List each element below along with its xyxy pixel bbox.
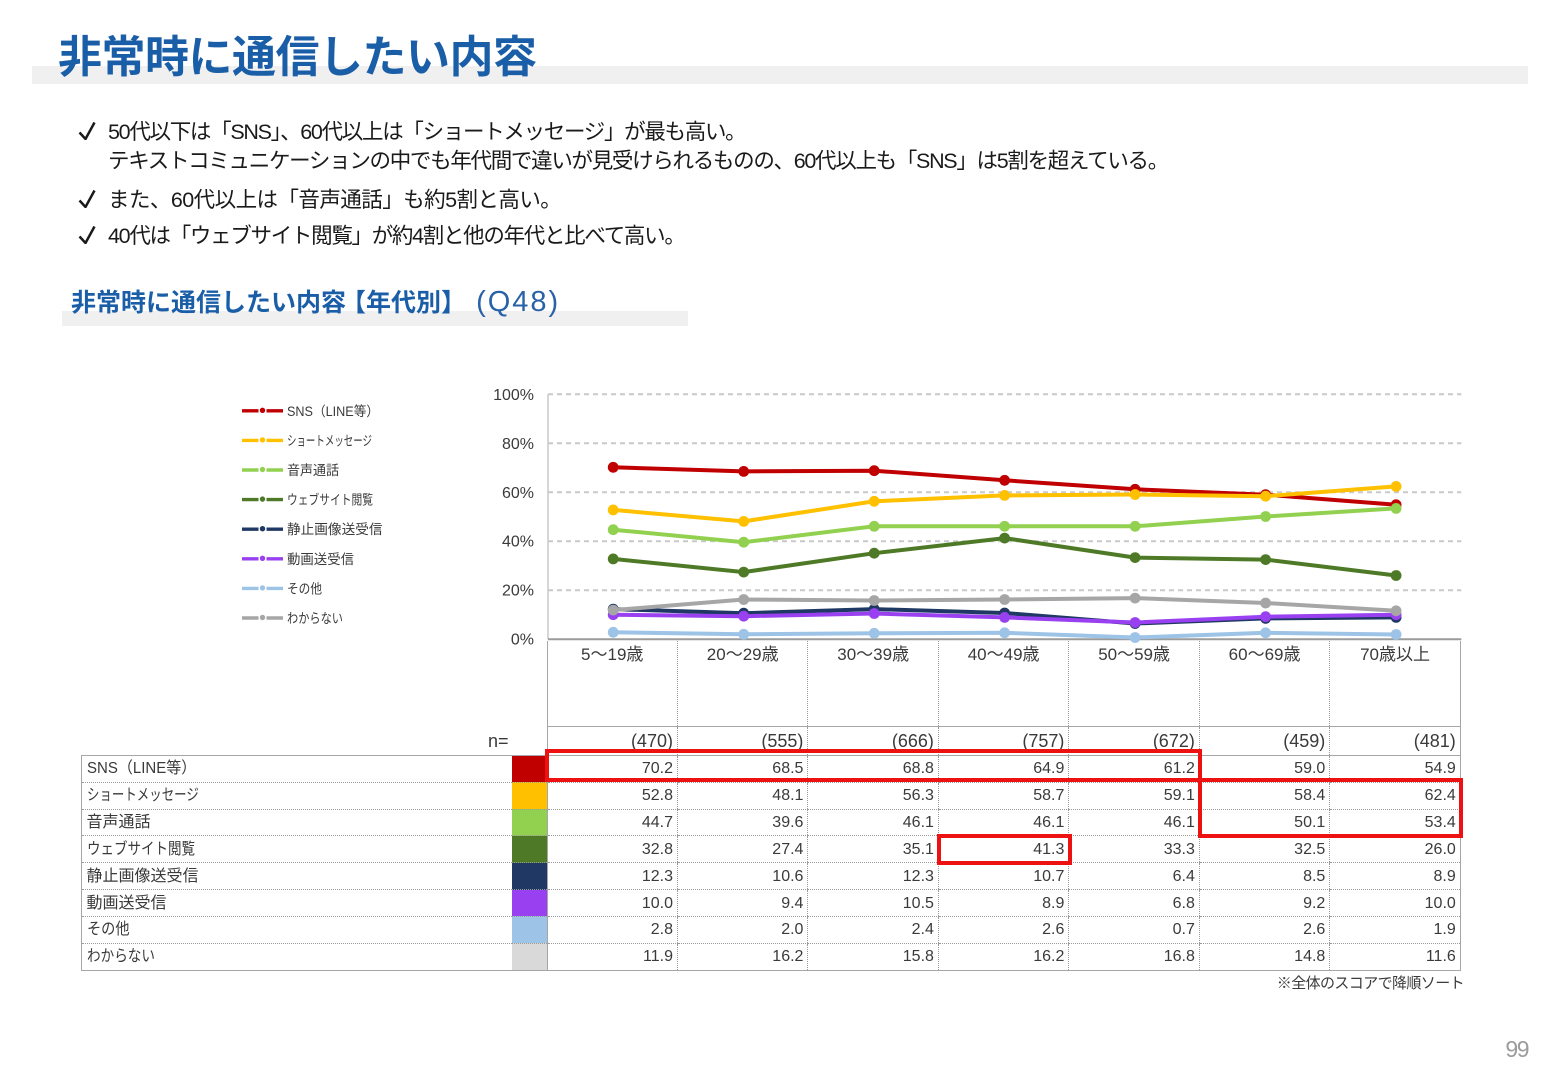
svg-text:ウェブサイト閲覧: ウェブサイト閲覧 bbox=[287, 492, 373, 508]
svg-text:40%: 40% bbox=[502, 534, 534, 551]
svg-text:0%: 0% bbox=[511, 632, 534, 649]
svg-text:その他: その他 bbox=[287, 581, 322, 596]
svg-text:80%: 80% bbox=[502, 436, 534, 453]
svg-text:60%: 60% bbox=[502, 485, 534, 502]
svg-text:静止画像送受信: 静止画像送受信 bbox=[287, 522, 383, 537]
svg-text:動画送受信: 動画送受信 bbox=[287, 552, 354, 567]
svg-text:SNS（LINE等）: SNS（LINE等） bbox=[287, 403, 379, 419]
svg-text:音声通話: 音声通話 bbox=[287, 462, 339, 478]
svg-text:100%: 100% bbox=[493, 387, 534, 404]
svg-text:ショートメッセージ: ショートメッセージ bbox=[287, 433, 372, 448]
svg-text:20%: 20% bbox=[502, 583, 534, 600]
svg-text:わからない: わからない bbox=[287, 611, 343, 626]
